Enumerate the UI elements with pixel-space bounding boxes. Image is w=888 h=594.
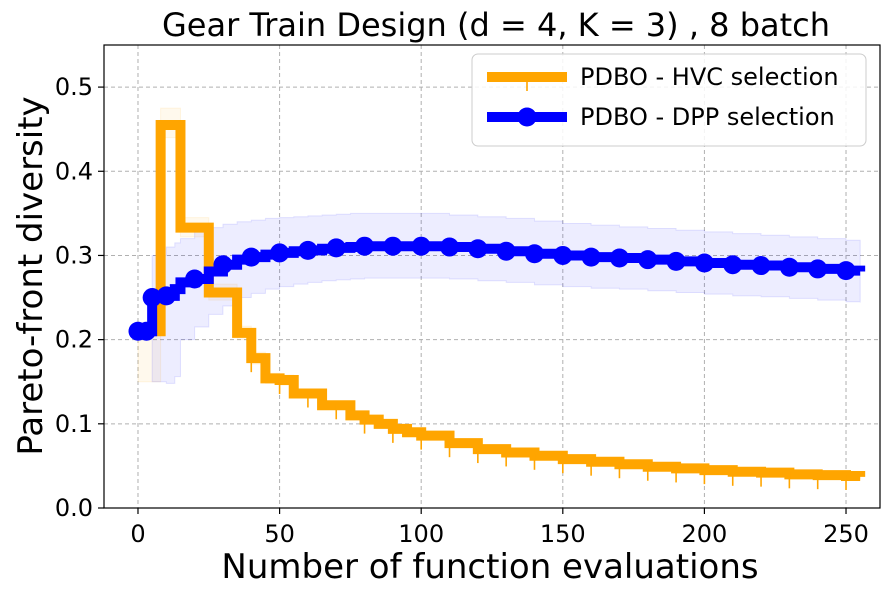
- dpp-point: [666, 251, 686, 271]
- x-tick-label: 100: [398, 520, 444, 548]
- y-tick-label: 0.5: [55, 73, 93, 101]
- axis-ticks: 0 50 100 150 200 250 0.0 0.1 0.2 0.3 0.4 0.5: [55, 73, 869, 548]
- dpp-point: [751, 256, 771, 276]
- dpp-point: [524, 244, 544, 264]
- x-axis-label: Number of function evaluations: [221, 547, 758, 587]
- x-tick-label: 250: [823, 520, 869, 548]
- dpp-point: [326, 238, 346, 258]
- dpp-point: [694, 253, 714, 273]
- legend-label: PDBO - HVC selection: [580, 63, 839, 91]
- dpp-point: [836, 261, 856, 281]
- dpp-point: [142, 288, 162, 308]
- dpp-point: [440, 237, 460, 257]
- chart-title: Gear Train Design (d = 4, K = 3) , 8 bat…: [162, 6, 830, 44]
- x-tick-label: 0: [130, 520, 145, 548]
- dpp-point: [553, 245, 573, 265]
- dpp-point: [270, 243, 290, 263]
- dpp-point: [468, 239, 488, 259]
- dpp-point: [156, 286, 176, 306]
- dpp-point: [383, 236, 403, 256]
- y-tick-label: 0.3: [55, 241, 93, 269]
- dpp-point: [779, 257, 799, 277]
- plot-frame: [103, 44, 881, 509]
- dpp-point: [723, 255, 743, 275]
- dpp-point: [185, 269, 205, 289]
- y-tick-label: 0.1: [55, 410, 93, 438]
- y-tick-label: 0.0: [55, 494, 93, 522]
- dpp-point: [638, 250, 658, 270]
- dpp-point: [213, 255, 233, 275]
- dpp-point: [609, 248, 629, 268]
- dpp-point: [355, 236, 375, 256]
- dpp-point: [496, 241, 516, 261]
- legend-marker-dpp: [517, 107, 537, 127]
- dpp-point: [241, 247, 261, 267]
- series-markers: [128, 236, 856, 491]
- y-axis-label: Pareto-front diversity: [11, 96, 51, 455]
- x-tick-label: 150: [540, 520, 586, 548]
- legend-label: PDBO - DPP selection: [580, 103, 835, 131]
- x-tick-label: 50: [264, 520, 295, 548]
- y-tick-label: 0.2: [55, 326, 93, 354]
- legend-box: [471, 53, 867, 147]
- dpp-point: [808, 259, 828, 279]
- dpp-point: [411, 236, 431, 256]
- legend: PDBO - HVC selection PDBO - DPP selection: [471, 53, 867, 147]
- dpp-point: [581, 247, 601, 267]
- line-hvc: [137, 119, 866, 482]
- y-tick-label: 0.4: [55, 157, 93, 185]
- x-tick-label: 200: [682, 520, 728, 548]
- dpp-point: [298, 240, 318, 260]
- dpp-point: [136, 321, 156, 341]
